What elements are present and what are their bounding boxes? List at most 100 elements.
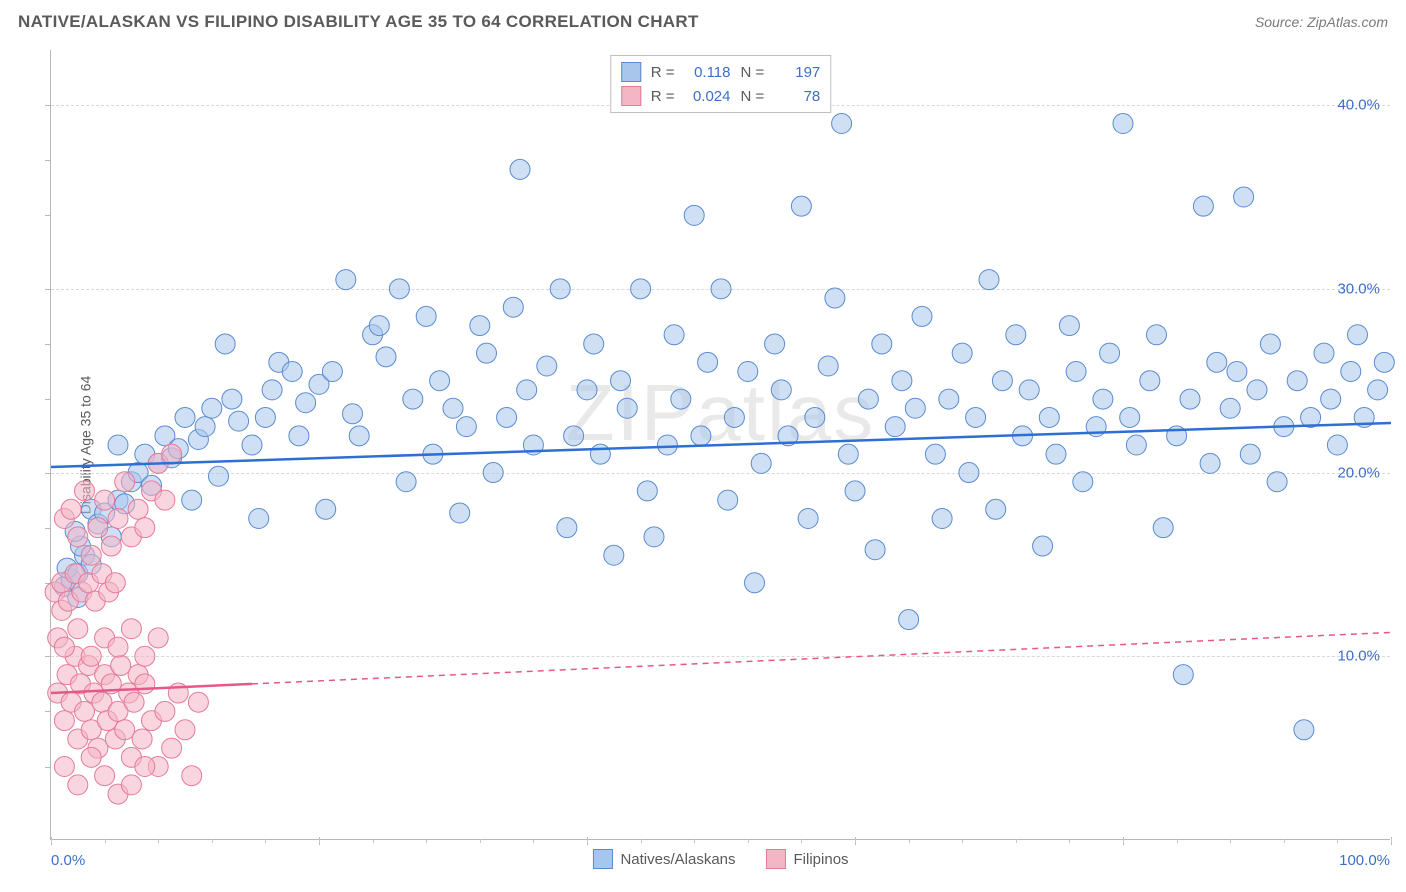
data-point [111, 655, 131, 675]
data-point [483, 463, 503, 483]
data-point [209, 466, 229, 486]
data-point [1321, 389, 1341, 409]
data-point [517, 380, 537, 400]
data-point [477, 343, 497, 363]
data-point [222, 389, 242, 409]
bottom-legend: Natives/Alaskans Filipinos [592, 849, 848, 869]
data-point [1327, 435, 1347, 455]
data-point [135, 757, 155, 777]
data-point [564, 426, 584, 446]
legend-swatch-1 [592, 849, 612, 869]
data-point [135, 674, 155, 694]
data-point [61, 499, 81, 519]
data-point [68, 619, 88, 639]
data-point [1348, 325, 1368, 345]
data-point [128, 499, 148, 519]
legend-label-2: Filipinos [794, 851, 849, 868]
data-point [54, 637, 74, 657]
data-point [1220, 398, 1240, 418]
chart-plot-area: Disability Age 35 to 64 ZIPatlas 10.0%20… [50, 50, 1390, 840]
data-point [175, 720, 195, 740]
data-point [899, 610, 919, 630]
data-point [738, 362, 758, 382]
data-point [1100, 343, 1120, 363]
data-point [825, 288, 845, 308]
data-point [1059, 316, 1079, 336]
data-point [771, 380, 791, 400]
data-point [376, 347, 396, 367]
data-point [966, 407, 986, 427]
data-point [81, 646, 101, 666]
data-point [81, 747, 101, 767]
data-point [637, 481, 657, 501]
data-point [1193, 196, 1213, 216]
data-point [262, 380, 282, 400]
data-point [664, 325, 684, 345]
r-label-1: R = [651, 64, 675, 81]
data-point [148, 628, 168, 648]
n-value-2: 78 [774, 88, 820, 105]
data-point [316, 499, 336, 519]
data-point [611, 371, 631, 391]
data-point [1173, 665, 1193, 685]
data-point [443, 398, 463, 418]
data-point [175, 407, 195, 427]
data-point [925, 444, 945, 464]
data-point [631, 279, 651, 299]
x-label-min: 0.0% [51, 852, 85, 869]
data-point [1093, 389, 1113, 409]
data-point [751, 453, 771, 473]
stats-row-1: R = 0.118 N = 197 [621, 60, 821, 84]
data-point [577, 380, 597, 400]
data-point [242, 435, 262, 455]
data-point [343, 404, 363, 424]
data-point [791, 196, 811, 216]
data-point [1227, 362, 1247, 382]
n-label-1: N = [741, 64, 765, 81]
data-point [671, 389, 691, 409]
data-point [430, 371, 450, 391]
data-point [1066, 362, 1086, 382]
scatter-svg [51, 50, 1390, 839]
data-point [1260, 334, 1280, 354]
data-point [698, 352, 718, 372]
data-point [470, 316, 490, 336]
data-point [255, 407, 275, 427]
swatch-series-2 [621, 86, 641, 106]
legend-item-1: Natives/Alaskans [592, 849, 735, 869]
data-point [986, 499, 1006, 519]
n-label-2: N = [741, 88, 765, 105]
data-point [1046, 444, 1066, 464]
data-point [872, 334, 892, 354]
data-point [1234, 187, 1254, 207]
data-point [182, 490, 202, 510]
data-point [691, 426, 711, 446]
data-point [858, 389, 878, 409]
data-point [590, 444, 610, 464]
data-point [1341, 362, 1361, 382]
data-point [296, 393, 316, 413]
data-point [1073, 472, 1093, 492]
data-point [135, 646, 155, 666]
r-value-1: 0.118 [685, 64, 731, 81]
data-point [456, 417, 476, 437]
data-point [1207, 352, 1227, 372]
data-point [745, 573, 765, 593]
data-point [724, 407, 744, 427]
data-point [155, 701, 175, 721]
data-point [1033, 536, 1053, 556]
data-point [718, 490, 738, 510]
data-point [108, 435, 128, 455]
source-label: Source: ZipAtlas.com [1255, 14, 1388, 30]
data-point [121, 775, 141, 795]
data-point [54, 757, 74, 777]
data-point [838, 444, 858, 464]
data-point [510, 159, 530, 179]
data-point [289, 426, 309, 446]
data-point [75, 701, 95, 721]
data-point [95, 766, 115, 786]
stats-row-2: R = 0.024 N = 78 [621, 84, 821, 108]
data-point [75, 481, 95, 501]
trend-line-dashed [252, 632, 1391, 684]
n-value-1: 197 [774, 64, 820, 81]
